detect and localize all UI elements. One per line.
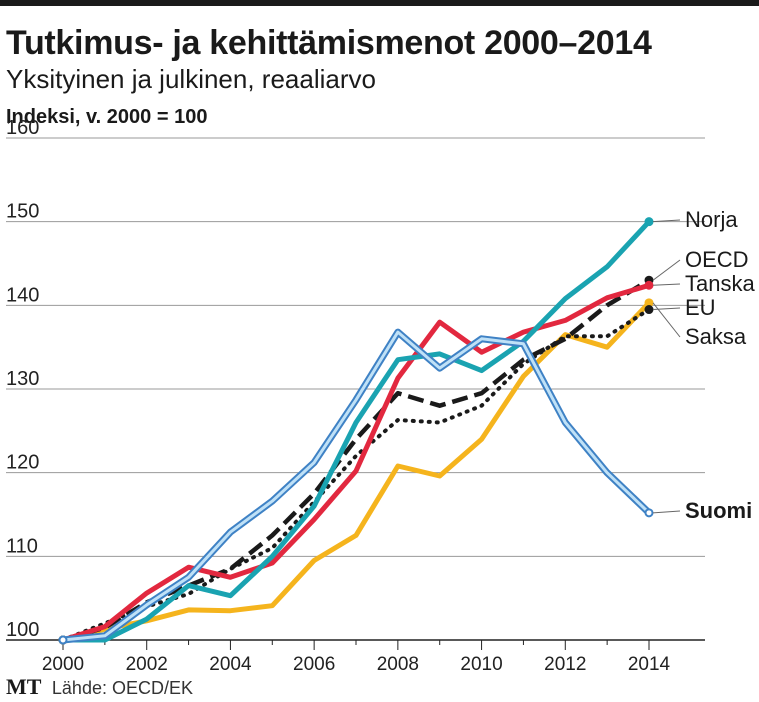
x-tick-label: 2010 <box>460 654 502 675</box>
series-point-suomi <box>644 508 654 518</box>
series-line-norja <box>63 219 651 643</box>
x-tick-label: 2004 <box>209 654 252 675</box>
chart-footer: MT Lähde: OECD/EK <box>6 674 193 700</box>
x-tick-label: 2008 <box>377 654 419 675</box>
legend-label-oecd: OECD <box>685 247 749 272</box>
y-tick-label: 130 <box>6 368 39 390</box>
series-line-oecd <box>62 278 651 643</box>
legend-label-norja: Norja <box>685 207 738 232</box>
series-line-eu <box>61 307 651 642</box>
legend-leader-oecd <box>652 259 681 281</box>
legend-label-tanska: Tanska <box>685 271 755 296</box>
series-point-tanska <box>644 280 654 290</box>
y-tick-label: 120 <box>6 452 39 474</box>
series-point-suomi <box>58 635 68 645</box>
y-axis-unit-label: Indeksi, v. 2000 = 100 <box>6 106 208 128</box>
series-line-saksa <box>62 301 651 643</box>
chart-subtitle: Yksityinen ja julkinen, reaaliarvo <box>6 64 376 94</box>
x-tick-label: 2012 <box>544 654 586 675</box>
series-point-norja <box>644 217 654 227</box>
series-line-tanska <box>62 282 650 643</box>
legend-leader-norja <box>652 219 681 223</box>
legend-leader-tanska <box>652 283 681 286</box>
x-tick-label: 2002 <box>126 654 168 675</box>
source-note: Lähde: OECD/EK <box>51 678 193 698</box>
legend-label-saksa: Saksa <box>685 324 747 349</box>
y-tick-label: 110 <box>6 535 38 557</box>
y-tick-label: 140 <box>6 284 39 306</box>
series-point-eu <box>644 305 654 315</box>
y-tick-label: 150 <box>6 201 39 223</box>
gridlines <box>6 137 705 641</box>
x-tick-label: 2014 <box>628 654 671 675</box>
legend-label-suomi: Suomi <box>685 498 752 523</box>
x-tick-label: 2006 <box>293 654 335 675</box>
legend-label-eu: EU <box>685 295 716 320</box>
legend-leader-saksa <box>652 302 681 338</box>
legend-leader-suomi <box>652 510 681 514</box>
y-tick-label: 100 <box>6 619 39 641</box>
chart-title: Tutkimus- ja kehittämismenot 2000–2014 <box>6 24 652 62</box>
top-rule <box>0 0 759 6</box>
x-tick-label: 2000 <box>42 654 84 675</box>
mt-logo: MT <box>6 674 42 699</box>
series-line-suomi-outline <box>59 328 653 644</box>
series-line-suomi <box>61 330 651 642</box>
y-tick-label: 160 <box>6 117 39 139</box>
